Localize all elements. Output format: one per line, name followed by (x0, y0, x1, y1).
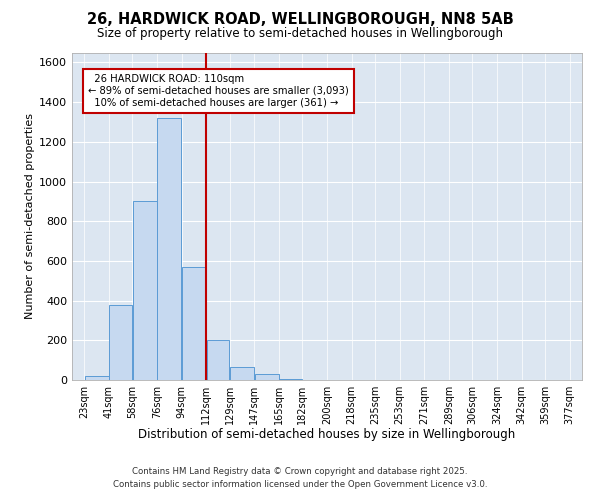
Bar (109, 304, 132, 380)
Text: 26, HARDWICK ROAD, WELLINGBOROUGH, NN8 5AB: 26, HARDWICK ROAD, WELLINGBOROUGH, NN8 5… (86, 12, 514, 28)
Bar (85, 376, 109, 380)
Bar (182, 267, 206, 380)
Text: Size of property relative to semi-detached houses in Wellingborough: Size of property relative to semi-detach… (97, 28, 503, 40)
Bar (157, 118, 181, 380)
Text: Contains HM Land Registry data © Crown copyright and database right 2025.
Contai: Contains HM Land Registry data © Crown c… (113, 468, 487, 489)
Bar (254, 374, 278, 380)
Bar (133, 202, 157, 380)
Bar (206, 340, 229, 380)
Text: 26 HARDWICK ROAD: 110sqm  
← 89% of semi-detached houses are smaller (3,093)
  1: 26 HARDWICK ROAD: 110sqm ← 89% of semi-d… (88, 74, 349, 108)
Y-axis label: Number of semi-detached properties: Number of semi-detached properties (25, 114, 35, 320)
X-axis label: Distribution of semi-detached houses by size in Wellingborough: Distribution of semi-detached houses by … (139, 428, 515, 442)
Bar (230, 367, 254, 380)
Bar (280, 379, 302, 380)
